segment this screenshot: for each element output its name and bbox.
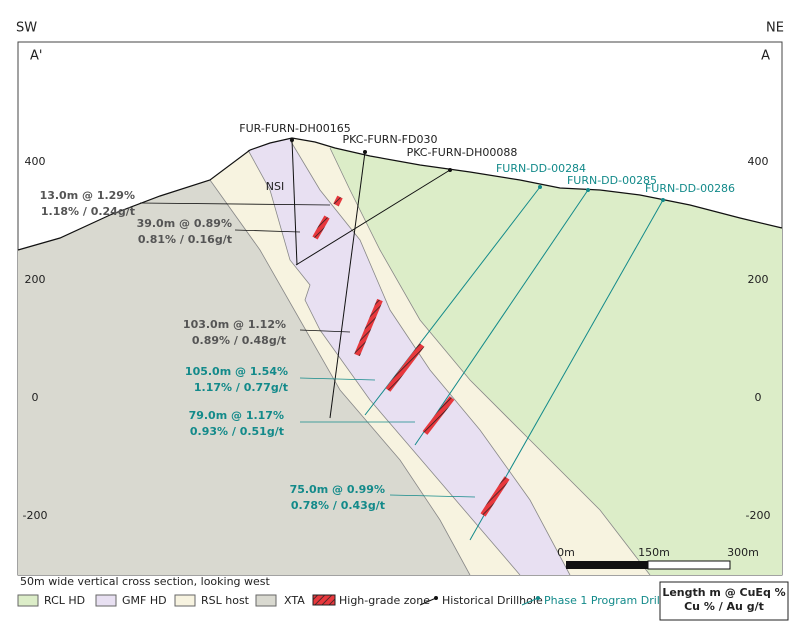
intercept-label: 0.81% / 0.16g/t [138, 233, 232, 246]
legend-swatch [95, 594, 117, 607]
elevation-label: -200 [746, 509, 771, 522]
legend-swatch [521, 597, 539, 606]
leader [299, 377, 376, 381]
intercept [422, 396, 455, 435]
collar [661, 198, 665, 202]
drillhole [329, 151, 366, 419]
caption: 50m wide vertical cross section, looking… [20, 575, 271, 588]
intercept [333, 195, 343, 207]
collar [448, 168, 452, 172]
leader [139, 202, 331, 206]
drillhole [291, 139, 298, 266]
leader [299, 329, 351, 333]
elevation-label: 400 [748, 155, 769, 168]
scale-bar: 0m 150m 300m [557, 546, 759, 570]
key-text: Length m @ CuEq % [662, 586, 785, 599]
key-box [659, 581, 789, 621]
intercept-label: 75.0m @ 0.99% [290, 483, 385, 496]
legend: RCL HD GMF HD RSL host XTA High-grade zo… [17, 594, 687, 607]
collar [363, 150, 367, 154]
elevation-label: 0 [755, 391, 762, 404]
legend-label: Historical Drillhole [442, 594, 543, 607]
section-label: A [761, 49, 770, 64]
scale-segment [566, 561, 648, 569]
legend-label: GMF HD [122, 594, 167, 607]
intercept-label: 0.89% / 0.48g/t [192, 334, 286, 347]
legend-swatch [312, 594, 336, 606]
intercept [385, 343, 425, 392]
section-label: A' [30, 49, 42, 64]
legend-label: RSL host [201, 594, 250, 607]
intercept-label: 103.0m @ 1.12% [183, 318, 286, 331]
leaders [139, 202, 476, 498]
drillhole-label: FURN-DD-00284 [496, 162, 586, 175]
intercept-label: 0.93% / 0.51g/t [190, 425, 284, 438]
legend-swatch [419, 597, 437, 606]
collar [538, 185, 542, 189]
high-grade-zones [312, 195, 510, 517]
nsi-label: NSI [266, 180, 284, 193]
collar [290, 138, 294, 142]
intercept [480, 476, 510, 517]
intercept-label: 1.18% / 0.24g/t [41, 205, 135, 218]
intercept-label: 13.0m @ 1.29% [40, 189, 135, 202]
legend-swatch [17, 594, 39, 607]
legend-label: Phase 1 Program Drillhole [544, 594, 687, 607]
drillhole-label: PKC-FURN-FD030 [343, 133, 438, 146]
intercept-label: 39.0m @ 0.89% [137, 217, 232, 230]
legend-swatch [536, 596, 540, 600]
intercept [312, 215, 330, 240]
topography [17, 137, 783, 251]
scale-label: 0m [557, 546, 575, 559]
intercept-label: 0.78% / 0.43g/t [291, 499, 385, 512]
direction: SW [16, 21, 37, 36]
xta-zone [18, 150, 470, 575]
drillhole-label: FURN-DD-00286 [645, 182, 735, 195]
elevation-label: 0 [32, 391, 39, 404]
legend-swatch [174, 594, 196, 607]
intercept-labels: 13.0m @ 1.29% 1.18% / 0.24g/t 39.0m @ 0.… [40, 189, 385, 512]
direction: NE [766, 21, 784, 36]
elevation-label: 400 [25, 155, 46, 168]
elevation-label: -200 [23, 509, 48, 522]
drillhole [295, 169, 451, 266]
drillhole-label: FUR-FURN-DH00165 [239, 122, 351, 135]
legend-swatch [255, 594, 277, 607]
drillhole [414, 189, 589, 446]
drillhole-label: FURN-DD-00285 [567, 174, 657, 187]
legend-label: XTA [284, 594, 305, 607]
collar [586, 188, 590, 192]
intercept-label: 79.0m @ 1.17% [189, 409, 284, 422]
elevation-label: 200 [748, 273, 769, 286]
scale-label: 300m [727, 546, 759, 559]
elevation-label: 200 [25, 273, 46, 286]
legend-label: RCL HD [44, 594, 85, 607]
drillhole-label: PKC-FURN-DH00088 [407, 146, 518, 159]
contacts [209, 139, 651, 576]
leader [234, 229, 301, 233]
key-text: Cu % / Au g/t [684, 600, 764, 613]
legend-label: High-grade zone [339, 594, 430, 607]
scale-label: 150m [638, 546, 670, 559]
scale-segment [647, 560, 731, 570]
leader [389, 494, 476, 498]
legend-swatch [434, 596, 438, 600]
intercept [354, 298, 383, 357]
intercept-label: 1.17% / 0.77g/t [194, 381, 288, 394]
intercept-label: 105.0m @ 1.54% [185, 365, 288, 378]
